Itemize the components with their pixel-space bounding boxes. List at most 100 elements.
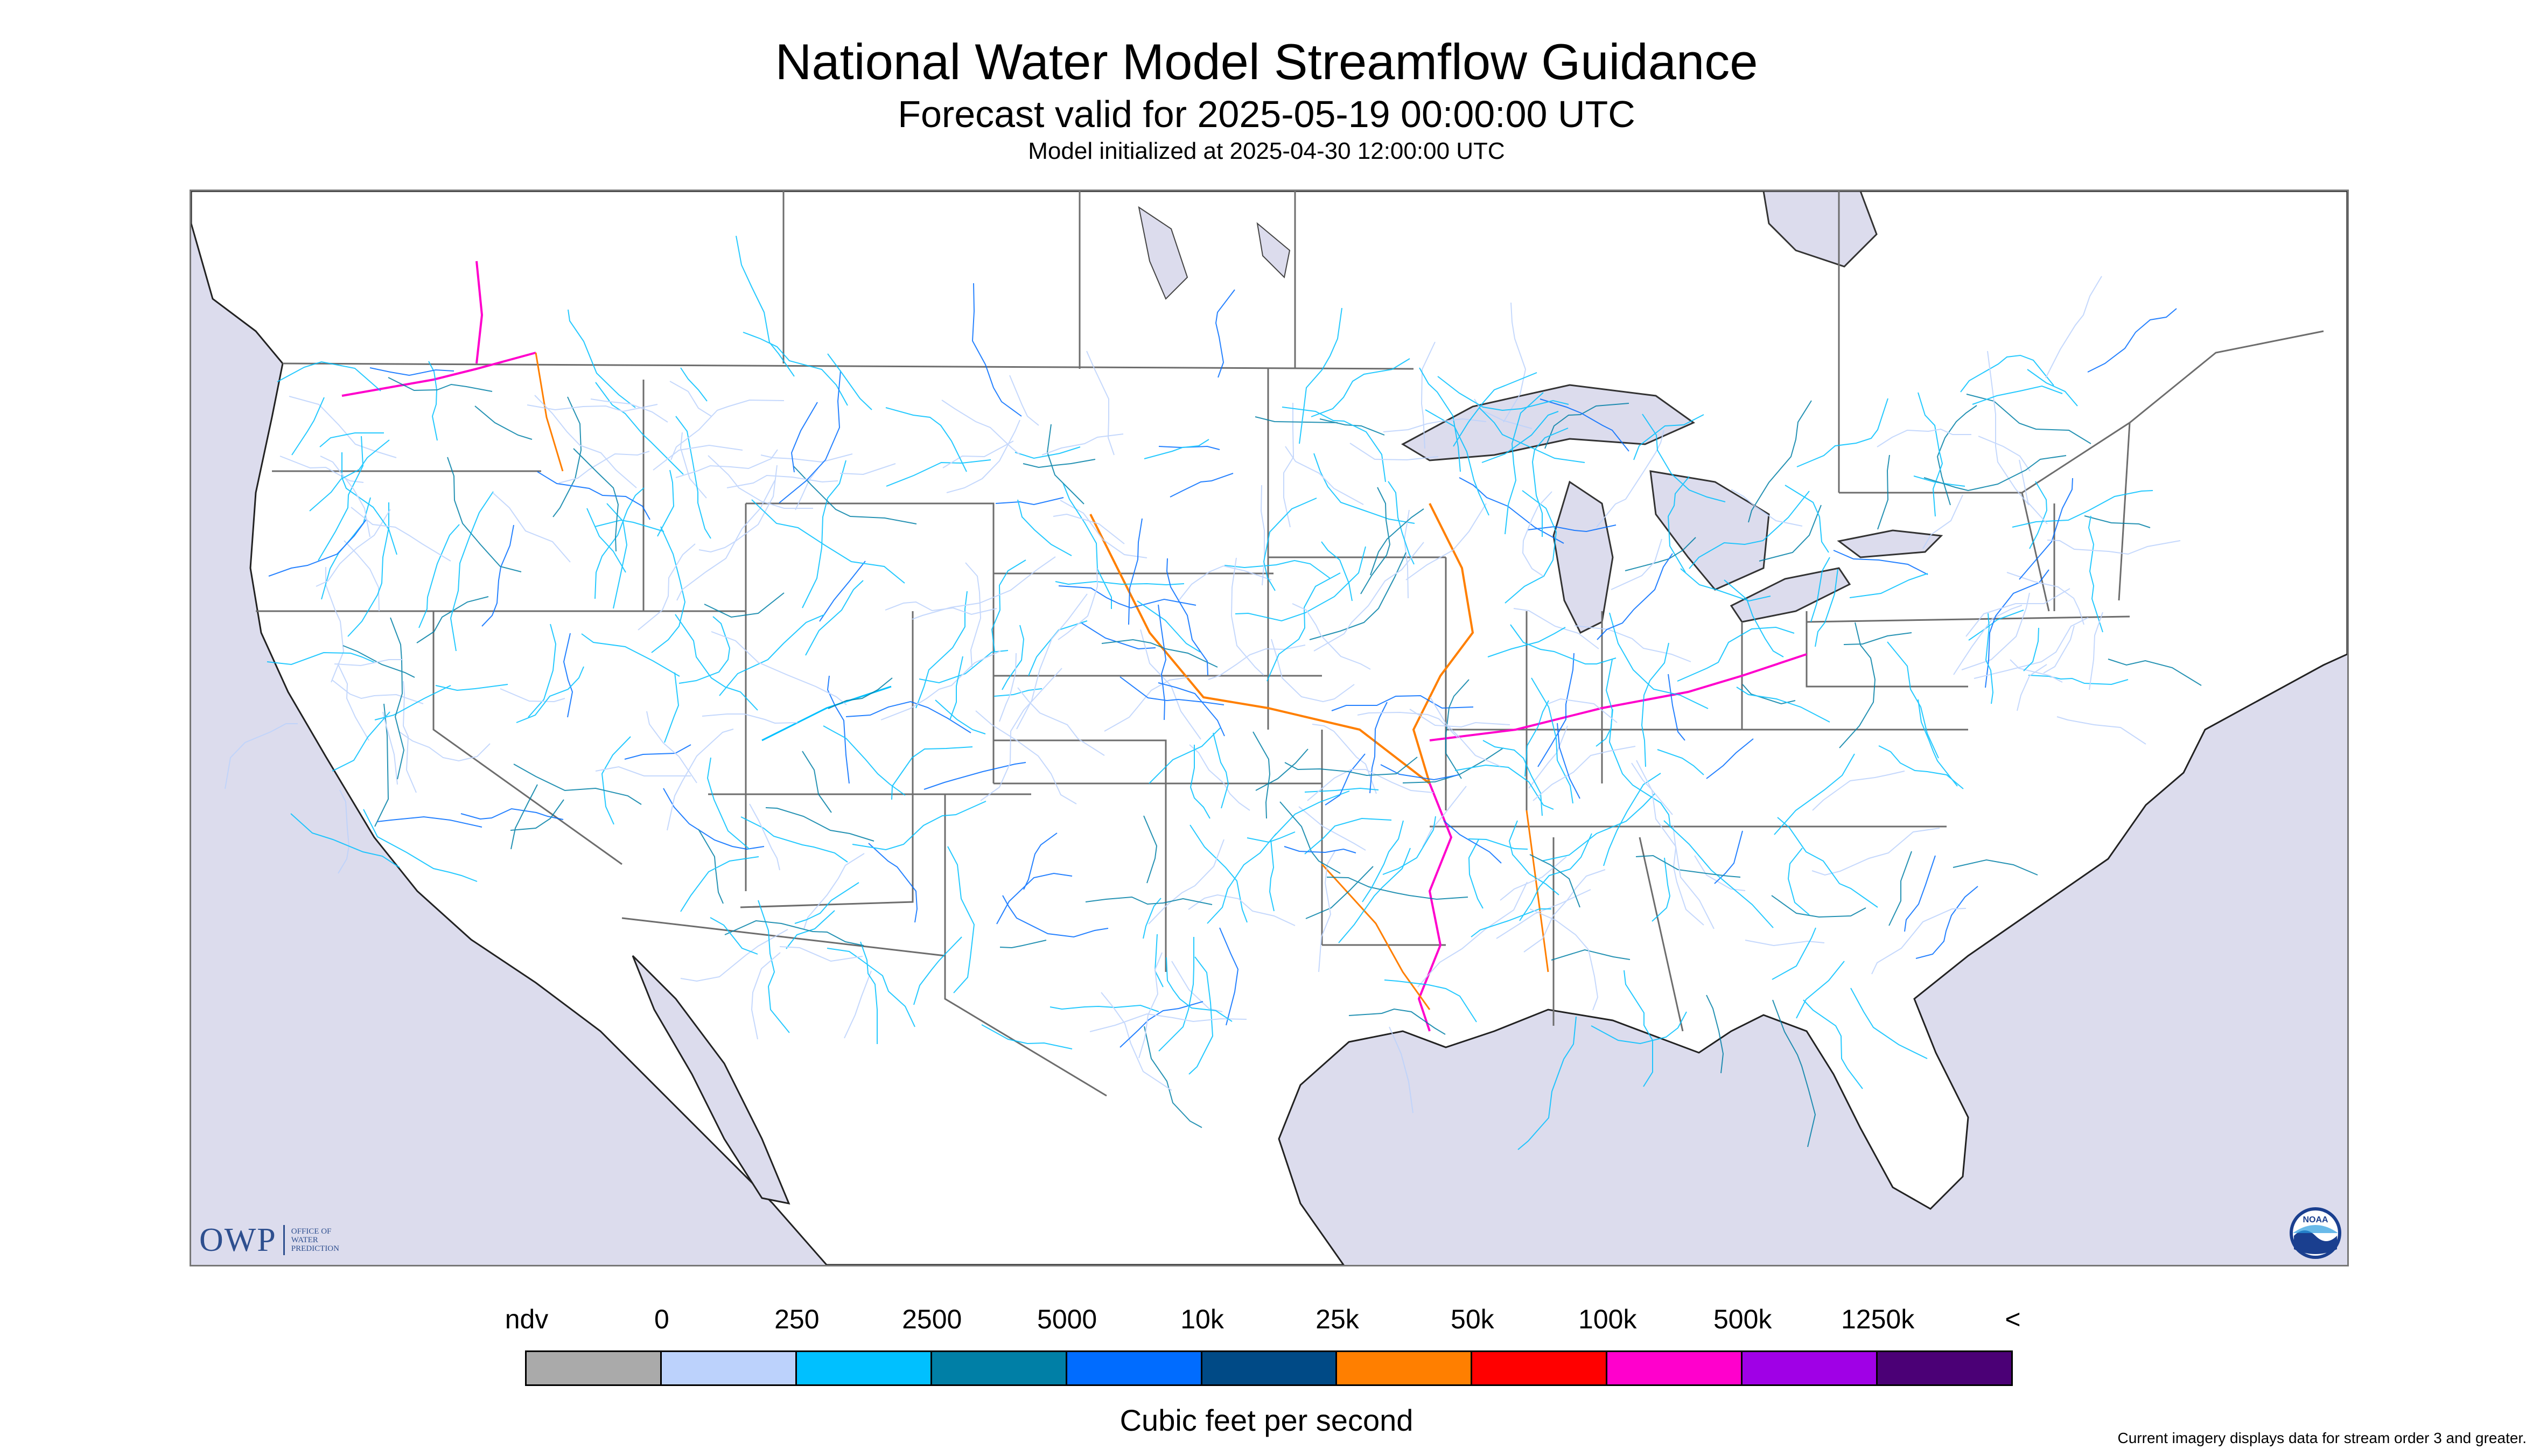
tributary xyxy=(1028,620,1088,676)
tributary xyxy=(594,519,664,532)
tributary xyxy=(1017,687,1105,756)
tributary xyxy=(2012,490,2153,528)
tributary xyxy=(595,766,691,776)
tributary xyxy=(1299,307,1342,444)
owp-logo-subtext: OFFICE OF WATER PREDICTION xyxy=(291,1227,339,1253)
tributary xyxy=(996,872,1073,925)
tributary xyxy=(949,656,963,720)
tributary xyxy=(743,332,848,406)
tributary xyxy=(1158,445,1220,450)
tributary xyxy=(1119,676,1224,705)
tributary xyxy=(675,614,758,711)
tributary xyxy=(1348,1008,1446,1035)
tributary xyxy=(991,559,1026,652)
tributary xyxy=(1252,731,1271,819)
tributary xyxy=(552,396,582,517)
tributary xyxy=(1527,524,1617,533)
tributary xyxy=(1706,995,1724,1074)
tributary xyxy=(374,685,451,720)
tributary xyxy=(1724,579,1784,657)
streamflow-rivers xyxy=(341,261,1807,1032)
tributary xyxy=(1500,856,1567,901)
tributary xyxy=(1803,999,1863,1089)
tributary xyxy=(667,729,734,831)
legend-swatch xyxy=(1335,1350,1473,1386)
tributary xyxy=(1058,568,1098,640)
tributary xyxy=(1513,608,1599,649)
tributary xyxy=(1002,895,1109,938)
tributary xyxy=(1311,358,1410,417)
tributary xyxy=(1213,732,1229,809)
tributary xyxy=(1505,392,1544,535)
tributary xyxy=(868,843,918,923)
tributary xyxy=(670,399,785,460)
tributary xyxy=(1815,569,1838,647)
tributary xyxy=(827,353,872,410)
tributary xyxy=(1284,846,1356,853)
tributary xyxy=(1430,697,1501,767)
tributary xyxy=(995,497,1064,506)
tributary xyxy=(2017,664,2047,711)
tributary xyxy=(1009,375,1039,426)
tributary xyxy=(1745,940,1825,947)
tributary xyxy=(268,519,367,577)
tributary xyxy=(779,370,841,503)
tributary xyxy=(1304,817,1392,855)
tributary xyxy=(1811,828,1940,876)
tributary xyxy=(1158,682,1225,737)
tributary xyxy=(1468,838,1528,850)
tributary xyxy=(1759,505,1822,562)
streamflow-map[interactable] xyxy=(190,190,2349,1266)
tributary xyxy=(1689,491,1810,569)
tributary xyxy=(708,455,813,509)
tributary xyxy=(1138,952,1163,1059)
tributary xyxy=(657,470,675,537)
tributary xyxy=(941,400,1021,456)
tributary xyxy=(880,650,1001,720)
tributary xyxy=(765,807,874,842)
legend-swatch xyxy=(1741,1350,1878,1386)
tributary xyxy=(1714,830,1743,884)
legend-swatch xyxy=(525,1350,662,1386)
tributary xyxy=(1144,439,1209,459)
tributary xyxy=(376,816,482,828)
tributary xyxy=(1482,740,1543,816)
tributary xyxy=(1611,538,1662,590)
tributary xyxy=(1772,999,1816,1147)
tributary xyxy=(1304,787,1379,793)
tributary xyxy=(573,448,619,552)
tributary xyxy=(2043,625,2075,674)
tributary xyxy=(793,465,917,524)
legend-label: 100k xyxy=(1578,1304,1637,1334)
tributary xyxy=(653,444,743,471)
tributary xyxy=(1454,764,1554,810)
legend-label: 250 xyxy=(774,1304,820,1334)
tributary xyxy=(1445,679,1470,779)
tributary xyxy=(980,668,1062,801)
tributary xyxy=(1224,559,1331,579)
tributary xyxy=(819,561,866,622)
legend-swatch xyxy=(795,1350,932,1386)
tributary xyxy=(680,432,707,499)
tributary xyxy=(1742,684,1796,705)
legend-swatch xyxy=(1200,1350,1338,1386)
tributary xyxy=(1529,908,1599,1011)
legend-label: < xyxy=(2005,1304,2021,1334)
tributary xyxy=(2047,540,2181,555)
tributary xyxy=(510,799,564,831)
tributary xyxy=(500,688,565,703)
tributary xyxy=(795,468,818,510)
tributary xyxy=(1523,869,1606,953)
tributary xyxy=(852,801,986,851)
tributary xyxy=(1389,1026,1414,1114)
tributary xyxy=(1405,503,1487,580)
tributary xyxy=(646,711,697,783)
tributary xyxy=(418,524,460,628)
tributary xyxy=(332,711,390,772)
tributary xyxy=(802,460,846,608)
tributary xyxy=(2045,276,2102,379)
tributary xyxy=(726,474,838,488)
tributary xyxy=(751,499,905,584)
tributary xyxy=(1522,491,1552,577)
tributary xyxy=(1812,771,1905,811)
